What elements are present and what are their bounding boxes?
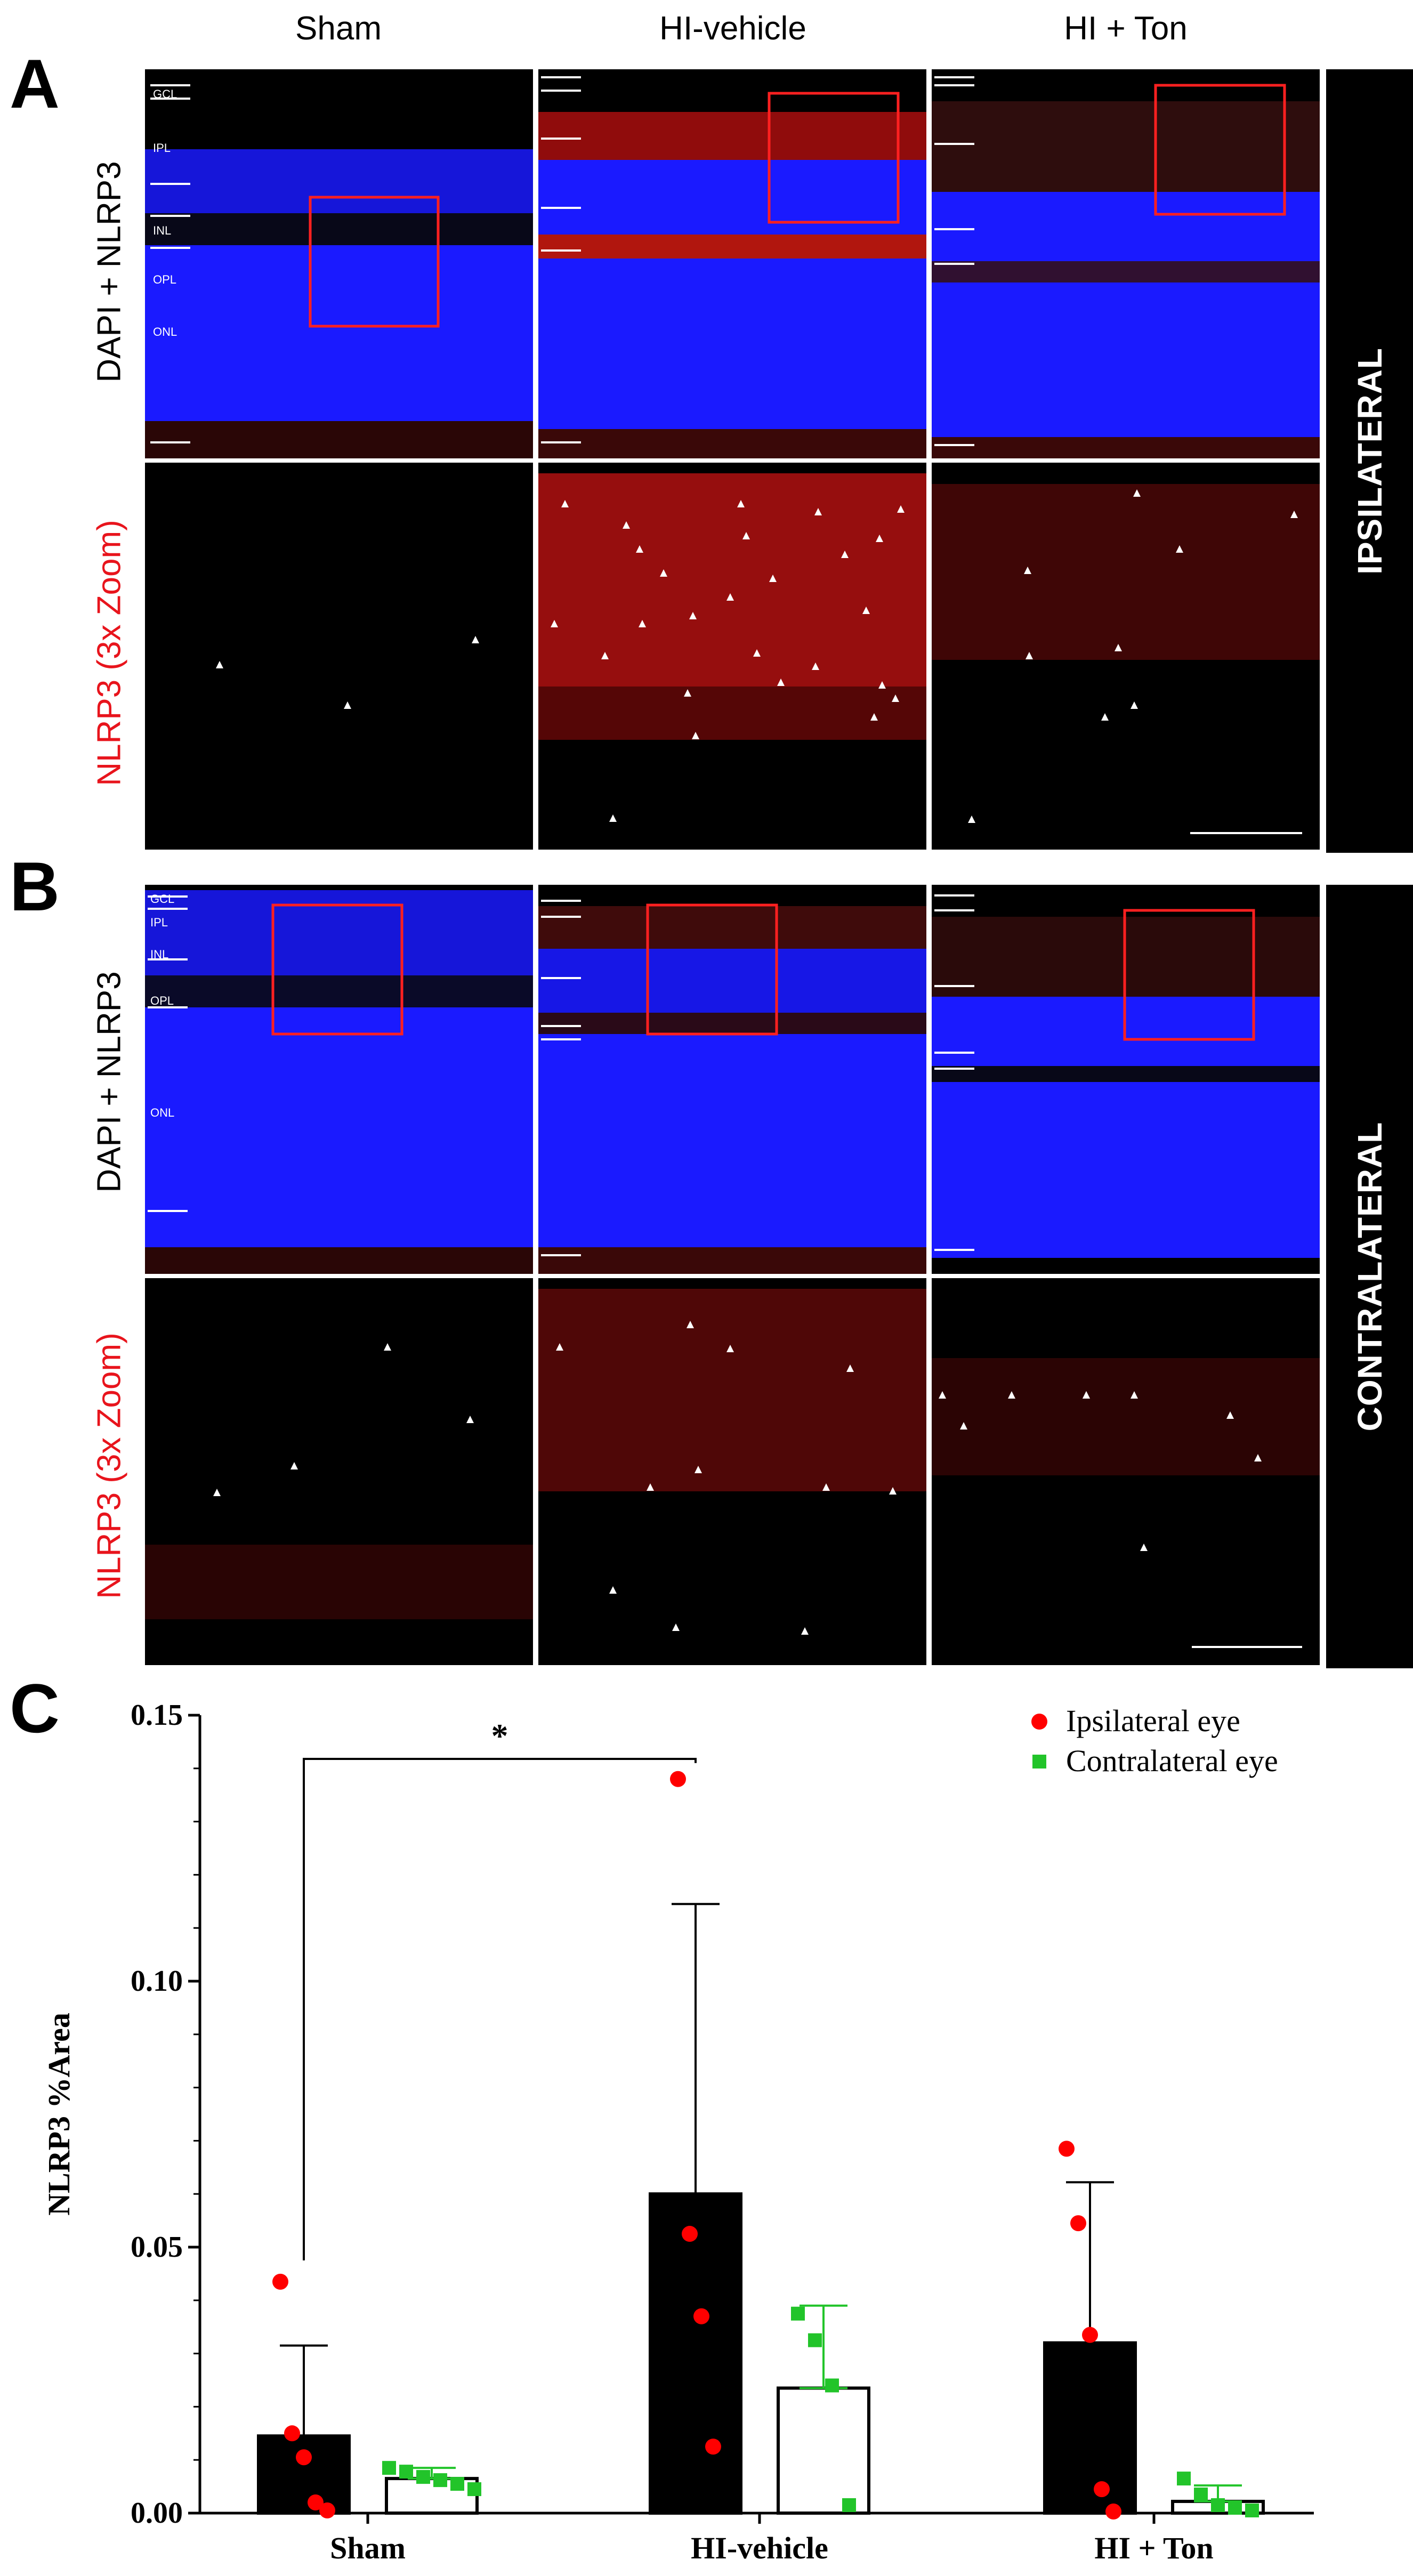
y-tick-label: 0.00	[131, 2497, 183, 2530]
data-point	[319, 2502, 335, 2519]
data-point	[670, 1771, 686, 1787]
data-point	[1105, 2504, 1121, 2520]
data-point	[272, 2273, 288, 2290]
data-point	[308, 2494, 324, 2511]
column-label-hi-ton: HI + Ton	[1064, 10, 1188, 47]
chart-significance: *	[303, 1717, 697, 2260]
micrograph-a-merge-hi-vehicle	[538, 69, 926, 458]
bar	[1043, 2341, 1137, 2515]
data-point	[1070, 2215, 1086, 2232]
ipsilateral-label: IPSILATERAL	[1350, 348, 1389, 575]
y-axis-label: NLRP3 %Area	[42, 2013, 76, 2216]
chart-points	[272, 1771, 1259, 2520]
data-point	[399, 2465, 413, 2479]
data-point	[450, 2477, 464, 2491]
data-point	[467, 2482, 481, 2497]
column-label-sham: Sham	[295, 10, 382, 47]
micrograph-a-zoom-sham	[145, 463, 533, 850]
data-point	[1211, 2498, 1225, 2513]
data-point	[1094, 2481, 1110, 2498]
layer-label-gcl-b: GCL	[150, 892, 175, 906]
layer-label-onl: ONL	[153, 325, 177, 338]
micrograph-b-merge-sham: GCL IPL INL OPL ONL	[145, 885, 533, 1274]
row-label-zoom-b: NLRP3 (3x Zoom)	[91, 1333, 128, 1599]
layer-label-ipl: IPL	[153, 141, 171, 155]
micrograph-a-zoom-hi-ton	[932, 463, 1320, 850]
column-label-hi-vehicle: HI-vehicle	[659, 10, 806, 47]
layer-label-gcl: GCL	[153, 87, 177, 101]
micrograph-b-merge-hi-vehicle	[538, 885, 926, 1274]
chart-bars	[257, 2192, 1265, 2515]
row-label-merge-b: DAPI + NLRP3	[91, 971, 128, 1193]
layer-label-opl-b: OPL	[150, 994, 174, 1007]
layer-label-inl: INL	[153, 224, 172, 237]
micrograph-b-zoom-sham	[145, 1278, 533, 1665]
x-tick-label: Sham	[330, 2531, 406, 2565]
bar	[649, 2192, 742, 2515]
legend-marker	[1032, 1755, 1046, 1769]
layer-label-onl-b: ONL	[150, 1106, 175, 1119]
ipsilateral-sidebar: IPSILATERAL	[1326, 69, 1413, 853]
data-point	[433, 2473, 447, 2488]
bar	[257, 2434, 351, 2515]
data-point	[416, 2470, 430, 2484]
layer-label-opl: OPL	[153, 273, 177, 286]
data-point	[1194, 2488, 1208, 2502]
data-point	[808, 2333, 822, 2347]
legend-label: Ipsilateral eye	[1066, 1703, 1240, 1738]
y-tick-label: 0.10	[131, 1965, 183, 1998]
contralateral-sidebar: CONTRALATERAL	[1326, 885, 1413, 1668]
significance-star: *	[491, 1717, 508, 1755]
data-point	[825, 2378, 839, 2393]
micrograph-b-zoom-hi-vehicle	[538, 1278, 926, 1665]
data-point	[284, 2425, 300, 2442]
data-point	[791, 2306, 805, 2321]
significance-bracket	[303, 1758, 697, 2260]
chart-error-bars	[280, 1903, 1242, 2503]
x-tick-label: HI-vehicle	[691, 2531, 828, 2565]
panel-c-letter: C	[10, 1669, 60, 1747]
row-label-merge-a: DAPI + NLRP3	[91, 161, 128, 383]
micrograph-b-merge-hi-ton	[932, 885, 1320, 1274]
data-point	[705, 2438, 721, 2455]
panel-a-letter: A	[10, 45, 60, 123]
data-point	[1245, 2504, 1259, 2518]
y-tick-label: 0.15	[131, 1699, 183, 1732]
x-tick-label: HI + Ton	[1094, 2531, 1213, 2565]
data-point	[693, 2308, 709, 2324]
layer-label-inl-b: INL	[150, 948, 169, 961]
layer-label-ipl-b: IPL	[150, 916, 168, 929]
data-point	[1082, 2327, 1098, 2343]
panel-b-letter: B	[10, 847, 60, 925]
legend-marker	[1031, 1714, 1047, 1730]
micrograph-a-merge-sham: GCL IPL INL OPL ONL	[145, 69, 533, 458]
data-point	[296, 2449, 312, 2466]
chart-legend: Ipsilateral eye Contralateral eye	[1031, 1703, 1278, 1778]
chart-svg: 0.00 0.05 0.10 0.15 NLRP3 %Area Sham HI-vehicl…	[42, 1699, 1314, 2565]
data-point	[1059, 2141, 1075, 2157]
micrograph-b-zoom-hi-ton	[932, 1278, 1320, 1665]
data-point	[682, 2226, 698, 2242]
y-tick-label: 0.05	[131, 2231, 183, 2264]
data-point	[1228, 2501, 1242, 2515]
row-label-zoom-a: NLRP3 (3x Zoom)	[91, 520, 128, 786]
bar	[777, 2386, 870, 2515]
data-point	[1177, 2472, 1191, 2486]
contralateral-label: CONTRALATERAL	[1350, 1121, 1389, 1432]
data-point	[382, 2461, 396, 2475]
nlrp3-bar-chart: 0.00 0.05 0.10 0.15 NLRP3 %Area Sham HI-vehicl…	[0, 1679, 1413, 2576]
micrograph-a-zoom-hi-vehicle	[538, 463, 926, 850]
data-point	[842, 2498, 856, 2513]
legend-label: Contralateral eye	[1066, 1743, 1278, 1778]
micrograph-a-merge-hi-ton	[932, 69, 1320, 458]
